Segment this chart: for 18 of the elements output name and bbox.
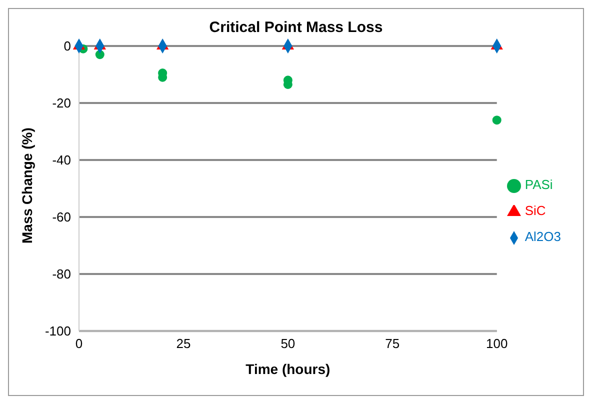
- chart-title: Critical Point Mass Loss: [208, 19, 384, 36]
- legend-label: Al2O3: [524, 229, 561, 244]
- legend-label: SiC: [524, 203, 546, 218]
- x-tick-label: 50: [280, 336, 296, 352]
- y-axis-title: Mass Change (%): [18, 128, 35, 244]
- x-tick-label: 0: [75, 336, 83, 352]
- legend-label: PASi: [524, 177, 553, 192]
- point: [492, 116, 502, 125]
- y-tick-label: -100: [44, 324, 71, 339]
- y-tick-label: 0: [64, 38, 71, 54]
- x-tick-label: 100: [486, 336, 508, 352]
- x-tick-label: 75: [385, 336, 400, 352]
- x-tick-label: 25: [176, 336, 191, 352]
- y-tick-label: -40: [52, 152, 71, 168]
- y-tick-label: -60: [52, 210, 71, 225]
- x-axis-title: Time (hours): [246, 361, 330, 377]
- y-tick-label: -80: [52, 266, 71, 282]
- y-tick-label: -20: [52, 96, 71, 111]
